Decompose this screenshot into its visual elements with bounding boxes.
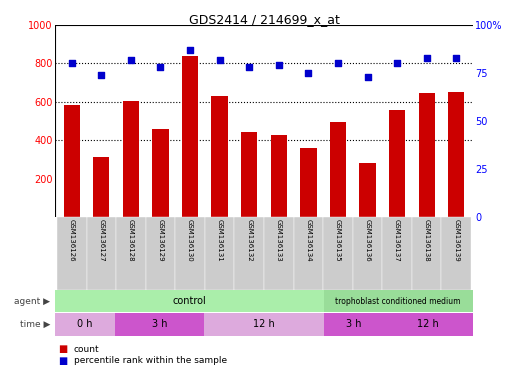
Bar	[412, 217, 441, 290]
Bar	[57, 217, 87, 290]
Text: GSM136135: GSM136135	[335, 219, 341, 262]
Text: percentile rank within the sample: percentile rank within the sample	[74, 356, 227, 366]
Text: GSM136138: GSM136138	[423, 219, 430, 262]
Bar	[271, 136, 287, 217]
Bar	[205, 217, 234, 290]
Bar	[122, 101, 139, 217]
Bar	[382, 217, 412, 290]
Text: 12 h: 12 h	[417, 319, 439, 329]
Point	[156, 64, 165, 70]
Bar	[323, 217, 353, 290]
Bar	[234, 217, 264, 290]
Text: GSM136128: GSM136128	[128, 219, 134, 262]
Bar	[300, 148, 316, 217]
Text: 12 h: 12 h	[253, 319, 275, 329]
Text: GSM136131: GSM136131	[216, 219, 223, 262]
Bar	[55, 313, 115, 336]
Text: time ▶: time ▶	[20, 320, 50, 329]
Text: GSM136136: GSM136136	[364, 219, 371, 262]
Bar	[115, 313, 204, 336]
Point	[127, 56, 135, 63]
Point	[186, 47, 194, 53]
Bar	[360, 163, 376, 217]
Text: count: count	[74, 345, 100, 354]
Text: GSM136139: GSM136139	[454, 219, 459, 262]
Text: agent ▶: agent ▶	[14, 297, 50, 306]
Bar	[330, 122, 346, 217]
Bar	[383, 313, 473, 336]
Bar	[93, 157, 109, 217]
Text: GSM136133: GSM136133	[276, 219, 282, 262]
Bar	[419, 93, 435, 217]
Text: GSM136127: GSM136127	[98, 219, 105, 262]
Point	[97, 72, 106, 78]
Bar	[116, 217, 146, 290]
Text: 0 h: 0 h	[78, 319, 93, 329]
Text: GSM136126: GSM136126	[69, 219, 74, 262]
Bar	[448, 92, 465, 217]
Bar	[87, 217, 116, 290]
Point	[68, 60, 76, 66]
Point	[363, 74, 372, 80]
Bar	[212, 96, 228, 217]
Bar	[241, 132, 257, 217]
Point	[393, 60, 401, 66]
Point	[422, 55, 431, 61]
Bar	[152, 129, 168, 217]
Text: GSM136134: GSM136134	[305, 219, 312, 262]
Bar	[182, 56, 198, 217]
Point	[452, 55, 460, 61]
Text: 3 h: 3 h	[152, 319, 167, 329]
Text: trophoblast conditioned medium: trophoblast conditioned medium	[335, 297, 461, 306]
Point	[334, 60, 342, 66]
Bar	[264, 217, 294, 290]
Point	[245, 64, 253, 70]
Bar	[175, 217, 205, 290]
Text: GSM136130: GSM136130	[187, 219, 193, 262]
Text: control: control	[173, 296, 206, 306]
Bar	[441, 217, 471, 290]
Bar	[204, 313, 324, 336]
Point	[304, 70, 313, 76]
Bar	[55, 290, 324, 313]
Bar	[353, 217, 382, 290]
Bar	[389, 110, 406, 217]
Bar	[146, 217, 175, 290]
Point	[275, 62, 283, 68]
Point	[215, 56, 224, 63]
Text: 3 h: 3 h	[346, 319, 361, 329]
Text: GSM136129: GSM136129	[157, 219, 164, 262]
Bar	[324, 290, 473, 313]
Text: ■: ■	[58, 356, 68, 366]
Text: GSM136132: GSM136132	[246, 219, 252, 262]
Bar	[324, 313, 383, 336]
Bar	[63, 105, 80, 217]
Text: GDS2414 / 214699_x_at: GDS2414 / 214699_x_at	[188, 13, 340, 26]
Text: GSM136137: GSM136137	[394, 219, 400, 262]
Text: ■: ■	[58, 344, 68, 354]
Bar	[294, 217, 323, 290]
